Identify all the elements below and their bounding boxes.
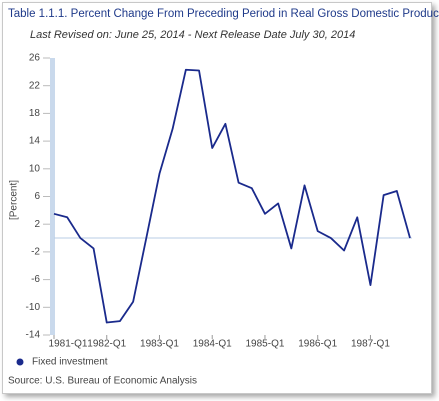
x-tick-label: 1982-Q1 — [87, 339, 126, 350]
y-tick-label: 10 — [29, 163, 41, 174]
y-tick-label: -10 — [26, 302, 41, 313]
y-tick-label: -14 — [26, 330, 41, 341]
x-tick-label: 1981-Q1 — [49, 339, 88, 350]
x-tick-label: 1983-Q1 — [140, 339, 179, 350]
chart-title: Table 1.1.1. Percent Change From Precedi… — [8, 8, 439, 20]
y-tick-label: 18 — [29, 108, 41, 119]
x-tick-label: 1987-Q1 — [351, 339, 390, 350]
y-tick-label: 6 — [34, 191, 40, 202]
y-axis-label: [Percent] — [9, 180, 20, 220]
y-tick-label: -2 — [31, 247, 40, 258]
legend-label: Fixed investment — [32, 357, 108, 368]
x-tick-label: 1984-Q1 — [193, 339, 232, 350]
y-tick-label: 22 — [29, 80, 41, 91]
chart-subtitle: Last Revised on: June 25, 2014 - Next Re… — [30, 29, 355, 41]
frame — [2, 2, 432, 394]
source: Source: U.S. Bureau of Economic Analysis — [8, 376, 197, 387]
x-tick-label: 1986-Q1 — [298, 339, 337, 350]
x-tick-label: 1985-Q1 — [246, 339, 285, 350]
y-tick-label: 26 — [29, 53, 41, 64]
legend-marker — [16, 358, 24, 366]
axis-band — [50, 58, 55, 335]
line — [53, 68, 411, 324]
y-tick-label: 2 — [34, 219, 40, 230]
y-tick-label: -6 — [31, 274, 40, 285]
y-tick-label: 14 — [29, 136, 41, 147]
